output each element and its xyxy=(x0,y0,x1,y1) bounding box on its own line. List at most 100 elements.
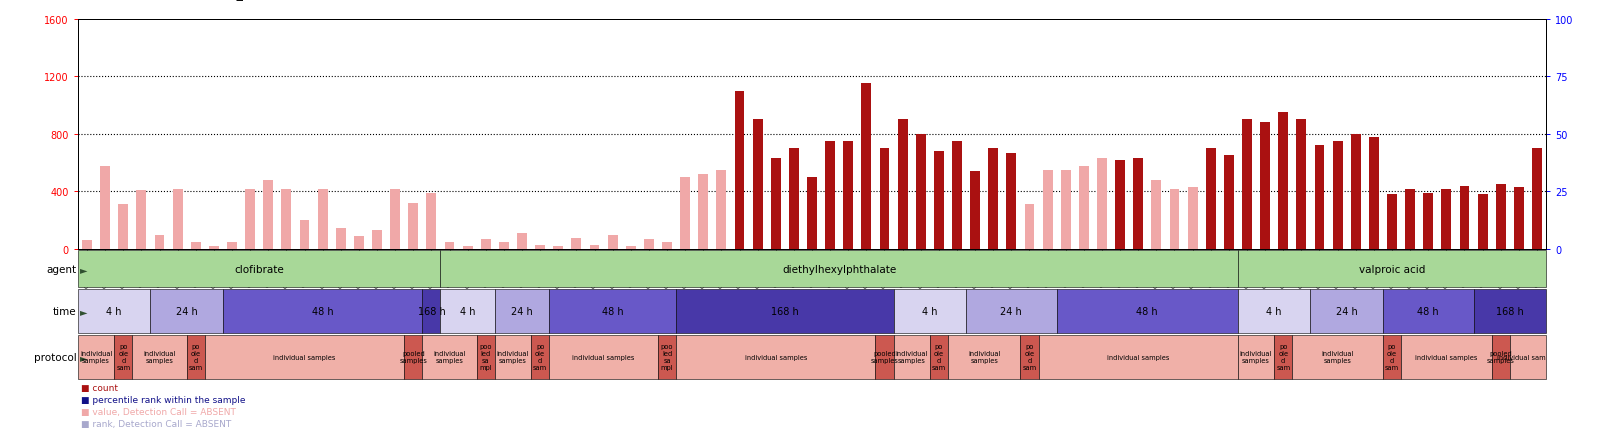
Bar xyxy=(1441,189,1451,250)
Bar xyxy=(1310,289,1383,333)
Text: pooled
samples: pooled samples xyxy=(399,351,427,363)
Bar xyxy=(807,178,816,250)
Text: ■ percentile rank within the sample: ■ percentile rank within the sample xyxy=(81,395,245,404)
Bar xyxy=(498,242,508,250)
Bar xyxy=(404,335,422,379)
Bar xyxy=(842,142,852,250)
Bar xyxy=(1237,289,1310,333)
Bar xyxy=(716,171,725,250)
Text: individual
samples: individual samples xyxy=(894,351,927,363)
Bar xyxy=(771,159,781,250)
Bar xyxy=(372,231,381,250)
Bar xyxy=(1509,335,1545,379)
Bar xyxy=(1350,135,1360,250)
Bar xyxy=(131,335,187,379)
Bar xyxy=(440,289,495,333)
Bar xyxy=(1204,149,1216,250)
Text: individual
samples: individual samples xyxy=(143,351,175,363)
Bar xyxy=(1274,335,1292,379)
Text: 4 h: 4 h xyxy=(107,306,122,316)
Bar xyxy=(172,189,182,250)
Text: pooled
samples: pooled samples xyxy=(1487,351,1514,363)
Text: ►: ► xyxy=(80,352,88,362)
Text: 48 h: 48 h xyxy=(1136,306,1157,316)
Text: 4 h: 4 h xyxy=(459,306,476,316)
Text: individual
samples: individual samples xyxy=(80,351,112,363)
Bar xyxy=(898,120,907,250)
Bar xyxy=(136,191,146,250)
Text: 48 h: 48 h xyxy=(602,306,623,316)
Text: ►: ► xyxy=(80,306,88,316)
Bar xyxy=(1383,335,1401,379)
Bar xyxy=(480,240,490,250)
Bar xyxy=(698,175,708,250)
Bar xyxy=(824,142,834,250)
Bar xyxy=(1386,195,1396,250)
Text: individual samples: individual samples xyxy=(1414,354,1477,360)
Text: 24 h: 24 h xyxy=(175,306,198,316)
Bar xyxy=(1459,186,1469,250)
Bar xyxy=(1477,195,1487,250)
Bar xyxy=(1224,156,1233,250)
Bar xyxy=(1133,159,1143,250)
Bar xyxy=(1313,146,1324,250)
Bar xyxy=(1024,205,1034,250)
Bar xyxy=(101,166,110,250)
Bar xyxy=(1019,335,1039,379)
Bar xyxy=(1006,153,1016,250)
Bar xyxy=(281,189,291,250)
Text: individual samples: individual samples xyxy=(273,354,336,360)
Text: po
ole
d
sam: po ole d sam xyxy=(932,343,945,371)
Bar xyxy=(190,242,201,250)
Bar xyxy=(422,335,477,379)
Bar xyxy=(118,205,128,250)
Text: agent: agent xyxy=(47,264,76,274)
Text: 4 h: 4 h xyxy=(1266,306,1281,316)
Text: time: time xyxy=(54,306,76,316)
Bar xyxy=(675,289,893,333)
Text: protocol: protocol xyxy=(34,352,76,362)
Bar xyxy=(860,84,872,250)
Bar xyxy=(680,178,690,250)
Text: clofibrate: clofibrate xyxy=(234,264,284,274)
Text: po
ole
d
sam: po ole d sam xyxy=(1384,343,1397,371)
Bar xyxy=(78,289,151,333)
Bar xyxy=(1042,171,1052,250)
Bar xyxy=(549,289,675,333)
Bar xyxy=(390,189,399,250)
Text: 4 h: 4 h xyxy=(922,306,936,316)
Text: individual samples: individual samples xyxy=(1496,354,1558,360)
Bar xyxy=(875,335,893,379)
Bar xyxy=(477,335,495,379)
Text: valproic acid: valproic acid xyxy=(1358,264,1425,274)
Bar xyxy=(1292,335,1383,379)
Text: ■ count: ■ count xyxy=(81,383,118,392)
Bar xyxy=(536,245,545,250)
Bar xyxy=(675,335,875,379)
Text: po
ole
d
sam: po ole d sam xyxy=(188,343,203,371)
Bar xyxy=(751,120,763,250)
Text: individual
samples: individual samples xyxy=(1321,351,1354,363)
Bar xyxy=(1060,171,1070,250)
Bar xyxy=(893,335,930,379)
Text: 168 h: 168 h xyxy=(771,306,799,316)
Bar xyxy=(571,238,581,250)
Bar xyxy=(789,149,799,250)
Text: pooled
samples: pooled samples xyxy=(870,351,898,363)
Bar xyxy=(1242,120,1251,250)
Bar xyxy=(1295,120,1305,250)
Bar xyxy=(516,234,527,250)
Text: individual
samples: individual samples xyxy=(1238,351,1271,363)
Bar xyxy=(549,335,657,379)
Bar xyxy=(1530,149,1540,250)
Bar xyxy=(1115,161,1125,250)
Bar xyxy=(930,335,948,379)
Text: 24 h: 24 h xyxy=(1000,306,1021,316)
Bar xyxy=(422,289,440,333)
Bar xyxy=(263,181,273,250)
Bar xyxy=(114,335,131,379)
Bar xyxy=(1078,166,1087,250)
Bar xyxy=(1169,189,1178,250)
Bar xyxy=(607,235,617,250)
Bar xyxy=(1237,335,1274,379)
